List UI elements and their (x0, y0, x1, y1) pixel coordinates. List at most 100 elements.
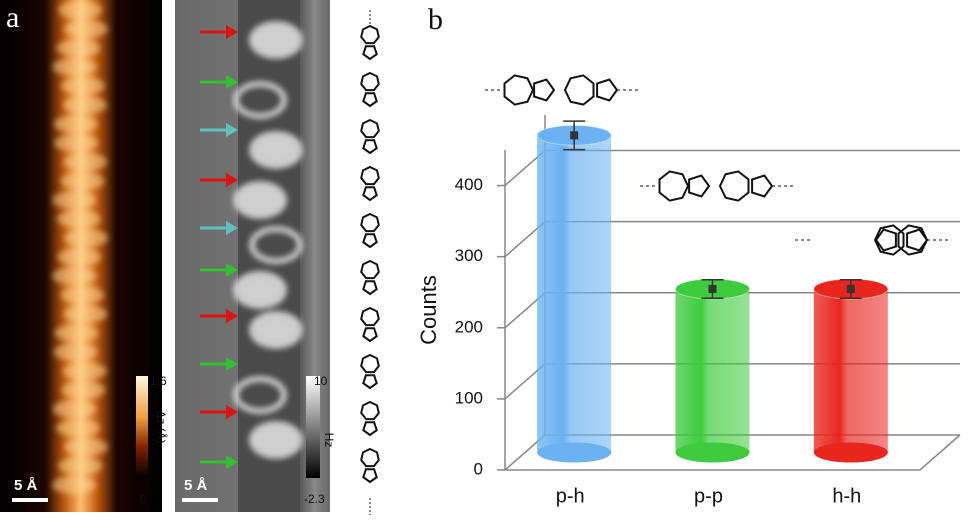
bump (52, 191, 97, 209)
panel-label: a (6, 1, 19, 34)
y-tick-label: 300 (455, 246, 483, 265)
ring (360, 212, 380, 233)
blob (249, 131, 303, 169)
colorbar (136, 376, 148, 478)
bump (62, 362, 107, 380)
bump (57, 210, 102, 228)
panel-label: b (428, 3, 443, 36)
scale-bar-label: 5 Å (184, 477, 208, 494)
bump (63, 229, 108, 247)
bump (60, 77, 105, 95)
blob (233, 181, 287, 219)
ring (874, 228, 897, 252)
bump (56, 419, 101, 437)
bump (58, 457, 103, 475)
x-tick-label: h-h (832, 485, 861, 507)
ring (362, 374, 378, 390)
ring (906, 228, 929, 252)
ring (362, 280, 378, 296)
bump (63, 153, 108, 171)
bump (52, 400, 97, 418)
y-tick-label: 200 (455, 317, 483, 336)
bump (63, 305, 108, 323)
colorbar-label: Δz (Å) (154, 410, 169, 443)
ring (360, 118, 380, 139)
bump (61, 381, 106, 399)
blob (233, 376, 287, 414)
x-tick-label: p-p (694, 485, 723, 507)
ring (596, 78, 619, 102)
arrow-head (226, 263, 238, 277)
blob (249, 421, 303, 459)
bump (53, 115, 98, 133)
ring (897, 224, 929, 256)
arrow-head (226, 123, 238, 137)
ring (751, 174, 774, 198)
colorbar-max: 1.6 (150, 374, 167, 388)
colorbar-min: -2.3 (304, 492, 325, 506)
ring (362, 233, 378, 249)
arrow-head (226, 75, 238, 89)
bump (52, 267, 97, 285)
blob (233, 81, 287, 119)
arrow-head (226, 405, 238, 419)
arrow-head (226, 309, 238, 323)
ring (873, 224, 905, 256)
bar-marker (846, 284, 855, 293)
bump (57, 248, 102, 266)
scale-bar (182, 498, 218, 502)
bump (63, 20, 108, 38)
y-tick-label: 400 (455, 175, 483, 194)
ring (362, 327, 378, 343)
ring (362, 468, 378, 484)
ring (362, 421, 378, 437)
bump (53, 343, 98, 361)
ring (563, 74, 595, 106)
bump (63, 438, 108, 456)
bar (675, 288, 750, 453)
molecule-drawings (485, 74, 948, 256)
blob (249, 226, 303, 264)
ring (362, 45, 378, 61)
arrow-head (226, 357, 238, 371)
arrow-head (226, 455, 238, 469)
ring (658, 170, 690, 202)
arrow-head (226, 221, 238, 235)
bump (58, 1, 102, 19)
ring (533, 78, 556, 102)
y-tick-label: 0 (474, 459, 483, 478)
bump (52, 58, 97, 76)
floor (505, 434, 961, 471)
bump (54, 324, 99, 342)
bump (62, 96, 107, 114)
blob (249, 21, 303, 59)
bar (537, 135, 612, 453)
colorbar-min: 0 (140, 492, 147, 506)
ring (360, 259, 380, 280)
bump (56, 39, 101, 57)
arrow-head (226, 25, 238, 39)
scale-bar-label: 5 Å (14, 477, 38, 494)
ring (688, 174, 711, 198)
y-tick-label: 100 (455, 388, 483, 407)
ring (362, 139, 378, 155)
scale-bar (12, 498, 48, 502)
ring (362, 92, 378, 108)
ring (360, 447, 380, 468)
bump (60, 172, 105, 190)
blob (233, 271, 287, 309)
bump (60, 286, 105, 304)
bump (54, 134, 99, 152)
x-tick-label: p-h (556, 485, 585, 507)
bump (52, 476, 97, 494)
arrows (200, 25, 238, 469)
ring (360, 306, 380, 327)
y-axis-label: Counts (416, 275, 441, 345)
ring (360, 24, 380, 45)
bar (813, 288, 888, 453)
ring (360, 71, 380, 92)
molecule-chain (360, 10, 380, 515)
bar-marker (570, 131, 579, 140)
bar-marker (708, 284, 717, 293)
bars: p-h p-p h-h (536, 120, 889, 507)
